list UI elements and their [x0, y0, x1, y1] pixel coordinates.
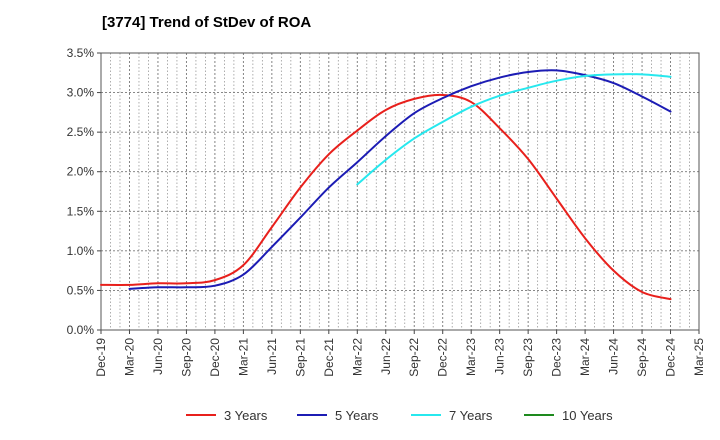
- legend-label: 3 Years: [224, 408, 268, 423]
- x-tick-label: Dec-21: [322, 338, 336, 377]
- plot-border: [100, 52, 700, 331]
- x-tick-label: Sep-21: [293, 338, 307, 377]
- series-line-7-years: [356, 73, 672, 186]
- legend-label: 10 Years: [562, 408, 613, 423]
- x-tick-label: Dec-22: [436, 338, 450, 377]
- x-tick-label: Mar-24: [578, 338, 592, 376]
- x-tick-label: Sep-23: [521, 338, 535, 377]
- x-tick-label: Jun-22: [379, 338, 393, 375]
- x-tick-label: Mar-21: [236, 338, 250, 376]
- legend-item-10-years: 10 Years: [524, 408, 613, 423]
- y-tick-label: 2.0%: [67, 165, 95, 179]
- series-lines: [100, 69, 672, 301]
- y-tick-label: 3.5%: [67, 46, 95, 60]
- x-tick-labels: Dec-19 Mar-20 Jun-20 Sep-20 Dec-20 Mar-21 Jun-…: [94, 338, 706, 377]
- x-tick-label: Dec-23: [550, 338, 564, 377]
- y-tick-label: 1.5%: [67, 204, 95, 218]
- legend-item-7-years: 7 Years: [411, 408, 493, 423]
- legend-label: 7 Years: [449, 408, 493, 423]
- x-tick-label: Sep-24: [635, 338, 649, 377]
- series-line-5-years: [128, 69, 672, 290]
- x-tick-label: Sep-20: [179, 338, 193, 377]
- x-tick-label: Dec-24: [664, 338, 678, 377]
- x-tick-label: Mar-22: [350, 338, 364, 376]
- x-tick-label: Jun-24: [607, 338, 621, 375]
- y-tick-labels: 0.0% 0.5% 1.0% 1.5% 2.0% 2.5% 3.0% 3.5%: [67, 46, 95, 337]
- y-tick-label: 3.0%: [67, 86, 95, 100]
- y-tick-label: 2.5%: [67, 125, 95, 139]
- legend: 3 Years 5 Years 7 Years 10 Years: [186, 408, 613, 423]
- y-tick-label: 0.5%: [67, 283, 95, 297]
- x-tick-label: Dec-19: [94, 338, 108, 377]
- y-tick-label: 1.0%: [67, 244, 95, 258]
- x-tick-label: Mar-23: [464, 338, 478, 376]
- legend-label: 5 Years: [335, 408, 379, 423]
- x-tick-label: Sep-22: [407, 338, 421, 377]
- x-tick-label: Mar-25: [692, 338, 706, 376]
- axes: [97, 52, 700, 334]
- x-tick-label: Jun-21: [265, 338, 279, 375]
- series-line-3-years: [100, 93, 672, 301]
- grid-lines: [101, 53, 699, 330]
- x-tick-label: Jun-20: [151, 338, 165, 375]
- legend-item-3-years: 3 Years: [186, 408, 268, 423]
- chart-title: [3774] Trend of StDev of ROA: [102, 14, 312, 31]
- y-tick-label: 0.0%: [67, 323, 95, 337]
- x-tick-label: Mar-20: [122, 338, 136, 376]
- x-tick-label: Jun-23: [493, 338, 507, 375]
- x-tick-label: Dec-20: [208, 338, 222, 377]
- plot-area: [101, 53, 699, 330]
- legend-item-5-years: 5 Years: [297, 408, 379, 423]
